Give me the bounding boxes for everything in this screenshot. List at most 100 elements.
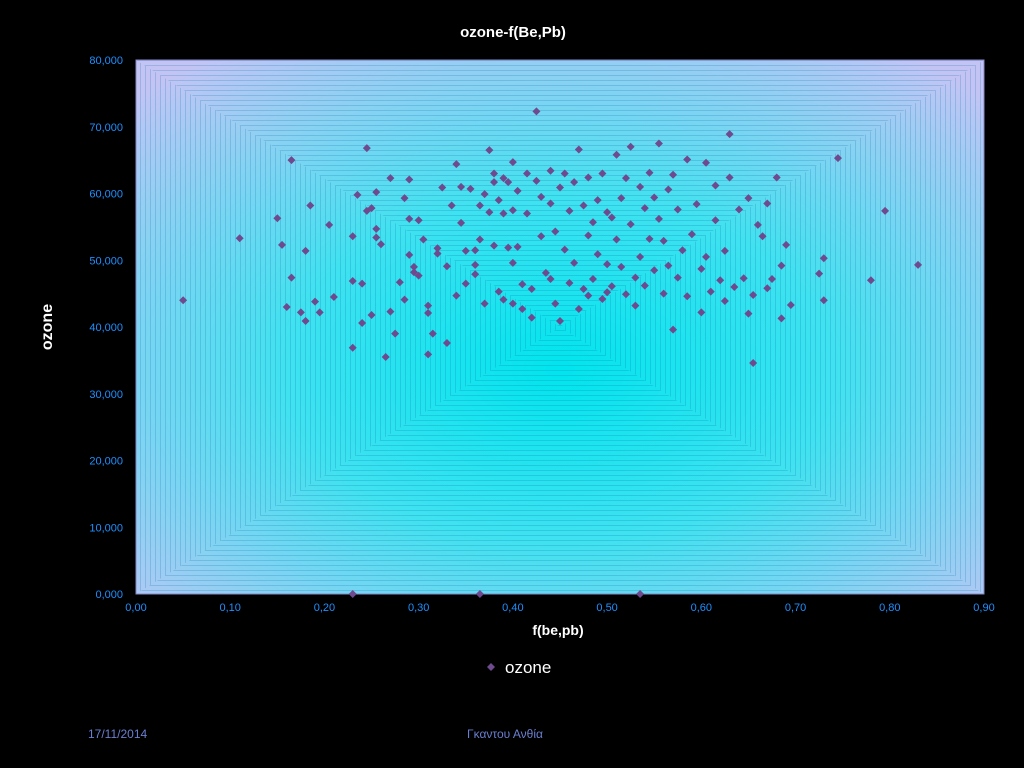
data-point bbox=[358, 318, 367, 327]
data-point bbox=[735, 205, 744, 214]
data-point bbox=[560, 245, 569, 254]
y-tick-label: 50,000 bbox=[89, 255, 123, 267]
data-point bbox=[584, 231, 593, 240]
data-point bbox=[494, 196, 503, 205]
data-point bbox=[273, 214, 282, 223]
data-point bbox=[725, 130, 734, 139]
data-point bbox=[362, 144, 371, 153]
data-point bbox=[457, 218, 466, 227]
data-point bbox=[414, 216, 423, 225]
data-point bbox=[664, 185, 673, 194]
data-point bbox=[485, 146, 494, 155]
data-point bbox=[508, 158, 517, 167]
data-point bbox=[772, 173, 781, 182]
data-point bbox=[301, 316, 310, 325]
data-point bbox=[428, 329, 437, 338]
data-point bbox=[669, 325, 678, 334]
data-point bbox=[311, 297, 320, 306]
data-point bbox=[654, 214, 663, 223]
legend-marker-icon bbox=[487, 663, 495, 671]
data-point bbox=[640, 204, 649, 213]
data-point bbox=[471, 246, 480, 255]
data-point bbox=[452, 291, 461, 300]
data-point bbox=[598, 169, 607, 178]
data-point bbox=[749, 359, 758, 368]
data-point bbox=[287, 273, 296, 282]
data-point bbox=[537, 192, 546, 201]
data-point bbox=[504, 178, 513, 187]
data-point bbox=[329, 292, 338, 301]
data-point bbox=[367, 310, 376, 319]
data-point bbox=[433, 244, 442, 253]
data-point bbox=[716, 276, 725, 285]
data-point bbox=[518, 304, 527, 313]
x-tick-label: 0,50 bbox=[596, 602, 617, 614]
y-tick-label: 10,000 bbox=[89, 522, 123, 534]
data-point bbox=[650, 193, 659, 202]
data-point bbox=[753, 220, 762, 229]
data-point bbox=[697, 308, 706, 317]
y-tick-label: 80,000 bbox=[89, 55, 123, 67]
data-point bbox=[631, 301, 640, 310]
x-tick-label: 0,90 bbox=[973, 602, 994, 614]
data-point bbox=[720, 246, 729, 255]
data-point bbox=[593, 250, 602, 259]
data-point bbox=[593, 196, 602, 205]
data-point bbox=[494, 287, 503, 296]
data-point bbox=[687, 230, 696, 239]
data-point bbox=[499, 209, 508, 218]
data-point bbox=[414, 271, 423, 280]
data-point bbox=[442, 339, 451, 348]
data-point bbox=[621, 290, 630, 299]
data-point bbox=[353, 190, 362, 199]
series-ozone bbox=[179, 107, 923, 598]
data-point bbox=[424, 301, 433, 310]
data-point bbox=[579, 284, 588, 293]
data-point bbox=[381, 353, 390, 362]
data-point bbox=[490, 169, 499, 178]
data-point bbox=[678, 246, 687, 255]
data-point bbox=[546, 199, 555, 208]
data-point bbox=[819, 254, 828, 263]
data-point bbox=[376, 240, 385, 249]
data-point bbox=[438, 183, 447, 192]
data-point bbox=[400, 194, 409, 203]
data-point bbox=[683, 155, 692, 164]
data-point bbox=[617, 194, 626, 203]
data-point bbox=[282, 302, 291, 311]
data-point bbox=[768, 274, 776, 283]
data-point bbox=[749, 290, 758, 299]
data-point bbox=[626, 142, 635, 151]
data-point bbox=[386, 307, 395, 316]
data-point bbox=[391, 329, 400, 338]
data-point bbox=[739, 274, 748, 283]
data-point bbox=[730, 282, 739, 291]
data-point bbox=[504, 243, 513, 252]
footer-date: 17/11/2014 bbox=[88, 727, 148, 741]
data-point bbox=[626, 220, 635, 229]
data-point bbox=[475, 235, 484, 244]
data-point bbox=[763, 199, 772, 208]
data-point bbox=[475, 590, 484, 598]
data-point bbox=[565, 206, 574, 215]
data-point bbox=[669, 170, 678, 179]
data-point bbox=[607, 282, 616, 291]
data-point bbox=[395, 278, 404, 287]
data-point bbox=[556, 183, 564, 192]
x-tick-label: 0,20 bbox=[314, 602, 335, 614]
data-point bbox=[636, 182, 645, 191]
data-point bbox=[518, 280, 527, 289]
data-point bbox=[372, 233, 381, 242]
data-point bbox=[386, 174, 395, 183]
data-point bbox=[348, 590, 357, 598]
data-point bbox=[405, 214, 414, 223]
data-point bbox=[480, 299, 489, 308]
x-tick-label: 0,60 bbox=[691, 602, 712, 614]
data-point bbox=[523, 209, 532, 218]
x-tick-label: 0,70 bbox=[785, 602, 806, 614]
data-point bbox=[588, 274, 597, 283]
plot-area bbox=[135, 59, 985, 595]
data-point bbox=[499, 295, 508, 304]
data-point bbox=[513, 242, 522, 251]
